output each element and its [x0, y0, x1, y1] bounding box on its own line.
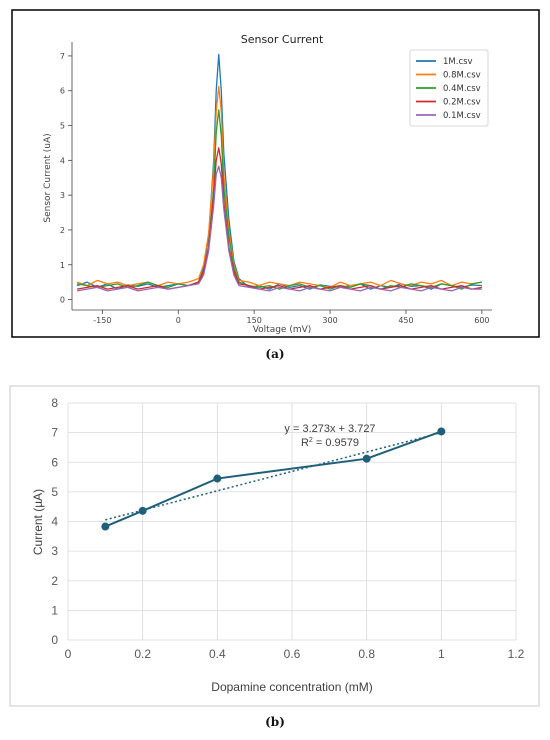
- y-tick-label: 7: [60, 52, 65, 61]
- x-tick-label: 150: [247, 316, 262, 325]
- chart-b-y-label: Current (µA): [31, 489, 45, 555]
- y-tick-label: 0: [51, 633, 58, 647]
- chart-a-title: Sensor Current: [241, 33, 324, 46]
- y-tick-label: 6: [60, 87, 65, 96]
- x-tick-label: 600: [474, 316, 489, 325]
- x-tick-label: 0.6: [284, 647, 301, 661]
- x-tick-label: 300: [322, 316, 337, 325]
- x-tick-label: 0.2: [134, 647, 151, 661]
- y-tick-label: 2: [51, 574, 58, 588]
- chart-a-y-label: Sensor Current (uA): [43, 133, 53, 222]
- y-tick-label: 4: [60, 156, 65, 165]
- legend-entry: 1M.csv: [443, 57, 473, 67]
- r-squared-label: R2 = 0.9579: [301, 437, 359, 449]
- y-tick-label: 0: [60, 296, 65, 305]
- y-tick-label: 2: [60, 226, 65, 235]
- trendline: [105, 431, 442, 521]
- panel-label-b: (b): [265, 715, 285, 729]
- sensor-current-chart: Sensor Current -150 0 150 300 450 600 0 1 2 3 4 5 6…: [11, 9, 540, 338]
- data-point: [138, 506, 147, 515]
- series-line: [76, 147, 482, 290]
- legend-entry: 0.8M.csv: [443, 71, 481, 81]
- y-tick-label: 3: [51, 544, 58, 558]
- y-tick-label: 1: [51, 603, 58, 617]
- x-tick-label: 1.2: [508, 647, 525, 661]
- y-tick-label: 1: [60, 261, 65, 270]
- chart-b-x-label: Dopamine concentration (mM): [211, 680, 372, 694]
- y-tick-label: 6: [51, 455, 58, 469]
- x-tick-label: 450: [398, 316, 413, 325]
- data-point: [213, 474, 222, 483]
- y-tick-label: 8: [51, 396, 58, 410]
- y-tick-label: 5: [60, 122, 65, 131]
- data-point: [362, 454, 371, 463]
- chart-a-x-label: Voltage (mV): [253, 325, 312, 335]
- chart-a-legend: 1M.csv 0.8M.csv 0.4M.csv 0.2M.csv 0.1M.csv: [409, 49, 489, 127]
- y-tick-label: 4: [51, 515, 58, 529]
- series-line: [76, 165, 482, 292]
- calibration-chart: 0 0.2 0.4 0.6 0.8 1 1.2 0 1 2 3 4 5 6 7 8 y = 3.273x +…: [9, 385, 540, 707]
- x-tick-label: 0.4: [209, 647, 226, 661]
- panel-label-a: (a): [265, 347, 285, 361]
- data-point: [437, 427, 446, 436]
- x-tick-label: 0.8: [358, 647, 375, 661]
- x-tick-label: 0: [176, 316, 181, 325]
- chart-b-frame: [9, 385, 540, 707]
- y-tick-label: 7: [51, 426, 58, 440]
- x-tick-label: 0: [65, 647, 72, 661]
- trendline-equation: y = 3.273x + 3.727: [284, 423, 375, 435]
- legend-entry: 0.4M.csv: [443, 84, 481, 94]
- chart-a-legend-box: [409, 49, 489, 127]
- y-tick-label: 3: [60, 191, 65, 200]
- x-tick-label: -150: [93, 316, 111, 325]
- x-tick-label: 1: [438, 647, 445, 661]
- y-tick-label: 5: [51, 485, 58, 499]
- data-point: [101, 522, 110, 531]
- legend-entry: 0.2M.csv: [443, 98, 481, 108]
- legend-entry: 0.1M.csv: [443, 111, 481, 121]
